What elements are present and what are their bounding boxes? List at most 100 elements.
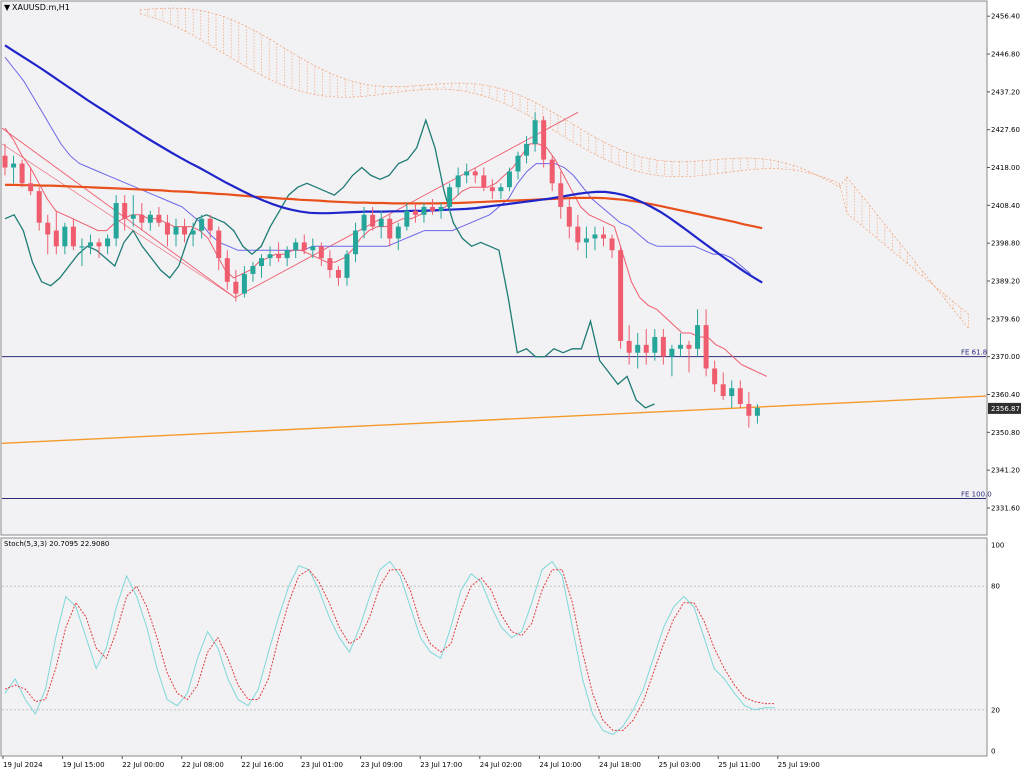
bearish-candle[interactable] — [96, 242, 102, 247]
bearish-candle[interactable] — [387, 218, 393, 239]
bearish-candle[interactable] — [335, 269, 341, 278]
bullish-candle[interactable] — [498, 187, 504, 192]
bullish-candle[interactable] — [284, 250, 290, 259]
bullish-candle[interactable] — [310, 246, 316, 251]
bearish-candle[interactable] — [703, 325, 709, 369]
bullish-candle[interactable] — [62, 226, 68, 247]
bullish-candle[interactable] — [79, 246, 85, 248]
y-tick-label: 2389.20 — [991, 278, 1020, 286]
bearish-candle[interactable] — [558, 183, 564, 207]
bearish-candle[interactable] — [28, 183, 34, 192]
stoch-y-tick-label: 80 — [991, 583, 1000, 591]
bearish-candle[interactable] — [327, 258, 333, 270]
bullish-candle[interactable] — [199, 218, 205, 231]
bullish-candle[interactable] — [105, 238, 111, 247]
bearish-candle[interactable] — [164, 222, 170, 235]
bullish-candle[interactable] — [515, 155, 521, 172]
bearish-candle[interactable] — [70, 226, 76, 247]
bearish-candle[interactable] — [224, 258, 230, 282]
bullish-candle[interactable] — [395, 226, 401, 239]
bullish-candle[interactable] — [506, 171, 512, 188]
x-tick-label: 24 Jul 18:00 — [599, 761, 641, 769]
bearish-candle[interactable] — [737, 388, 743, 404]
bullish-candle[interactable] — [344, 254, 350, 278]
x-tick-label: 22 Jul 16:00 — [241, 761, 283, 769]
bullish-candle[interactable] — [532, 120, 538, 144]
bullish-candle[interactable] — [88, 242, 93, 247]
bearish-candle[interactable] — [2, 155, 8, 168]
bullish-candle[interactable] — [524, 143, 530, 156]
bullish-candle[interactable] — [421, 206, 427, 215]
bearish-candle[interactable] — [216, 230, 222, 259]
bullish-candle[interactable] — [241, 273, 247, 294]
bullish-candle[interactable] — [353, 230, 359, 255]
bullish-candle[interactable] — [592, 234, 598, 239]
bullish-candle[interactable] — [11, 163, 17, 168]
bearish-candle[interactable] — [207, 218, 213, 231]
bearish-candle[interactable] — [626, 340, 632, 353]
bullish-candle[interactable] — [173, 226, 179, 235]
bearish-candle[interactable] — [430, 206, 435, 211]
bearish-candle[interactable] — [139, 214, 145, 223]
bullish-candle[interactable] — [130, 214, 136, 219]
bearish-candle[interactable] — [36, 191, 42, 223]
bearish-candle[interactable] — [566, 206, 572, 227]
bullish-candle[interactable] — [293, 242, 299, 251]
bullish-candle[interactable] — [669, 348, 675, 357]
bearish-candle[interactable] — [643, 344, 649, 353]
x-tick-label: 23 Jul 09:00 — [361, 761, 403, 769]
bearish-candle[interactable] — [276, 254, 282, 259]
bullish-candle[interactable] — [455, 175, 461, 188]
bearish-candle[interactable] — [301, 242, 307, 251]
bullish-candle[interactable] — [378, 218, 384, 227]
bearish-candle[interactable] — [472, 171, 478, 176]
support-trendline[interactable] — [1, 395, 987, 445]
bearish-candle[interactable] — [618, 250, 624, 341]
bearish-candle[interactable] — [575, 226, 581, 243]
bullish-candle[interactable] — [729, 388, 735, 397]
candles — [2, 112, 760, 428]
bearish-candle[interactable] — [19, 163, 25, 184]
bullish-candle[interactable] — [250, 266, 256, 274]
bullish-candle[interactable] — [695, 325, 701, 349]
bearish-candle[interactable] — [45, 222, 51, 235]
bearish-candle[interactable] — [156, 214, 162, 223]
bearish-candle[interactable] — [609, 238, 615, 251]
bearish-candle[interactable] — [122, 202, 128, 219]
bullish-candle[interactable] — [113, 202, 119, 239]
bearish-candle[interactable] — [318, 246, 324, 259]
bearish-candle[interactable] — [712, 368, 718, 385]
bearish-candle[interactable] — [601, 234, 606, 239]
bullish-candle[interactable] — [267, 254, 273, 259]
bearish-candle[interactable] — [370, 214, 376, 227]
bullish-candle[interactable] — [190, 230, 196, 235]
bearish-candle[interactable] — [746, 403, 752, 416]
bearish-candle[interactable] — [720, 384, 726, 397]
bullish-candle[interactable] — [754, 407, 760, 416]
bearish-candle[interactable] — [489, 187, 495, 192]
bullish-candle[interactable] — [447, 187, 453, 207]
bullish-candle[interactable] — [652, 336, 658, 353]
bearish-candle[interactable] — [481, 175, 487, 188]
bullish-candle[interactable] — [438, 206, 444, 211]
bearish-candle[interactable] — [686, 344, 692, 349]
bearish-candle[interactable] — [53, 230, 59, 247]
bearish-candle[interactable] — [233, 281, 239, 294]
bearish-candle[interactable] — [541, 120, 547, 160]
bearish-candle[interactable] — [549, 159, 555, 184]
bullish-candle[interactable] — [677, 344, 683, 349]
bullish-candle[interactable] — [635, 344, 641, 353]
bullish-candle[interactable] — [361, 214, 367, 231]
bullish-candle[interactable] — [147, 214, 153, 223]
bullish-candle[interactable] — [464, 171, 470, 176]
current-price-label: 2356.87 — [991, 405, 1020, 413]
bullish-candle[interactable] — [404, 210, 410, 227]
bullish-candle[interactable] — [583, 238, 589, 243]
menu-glyph[interactable]: ▼ — [4, 3, 11, 12]
y-tick-label: 2408.40 — [991, 202, 1020, 210]
bullish-candle[interactable] — [259, 258, 264, 267]
bearish-candle[interactable] — [182, 226, 188, 235]
bearish-candle[interactable] — [660, 336, 666, 357]
bearish-candle[interactable] — [412, 210, 418, 215]
